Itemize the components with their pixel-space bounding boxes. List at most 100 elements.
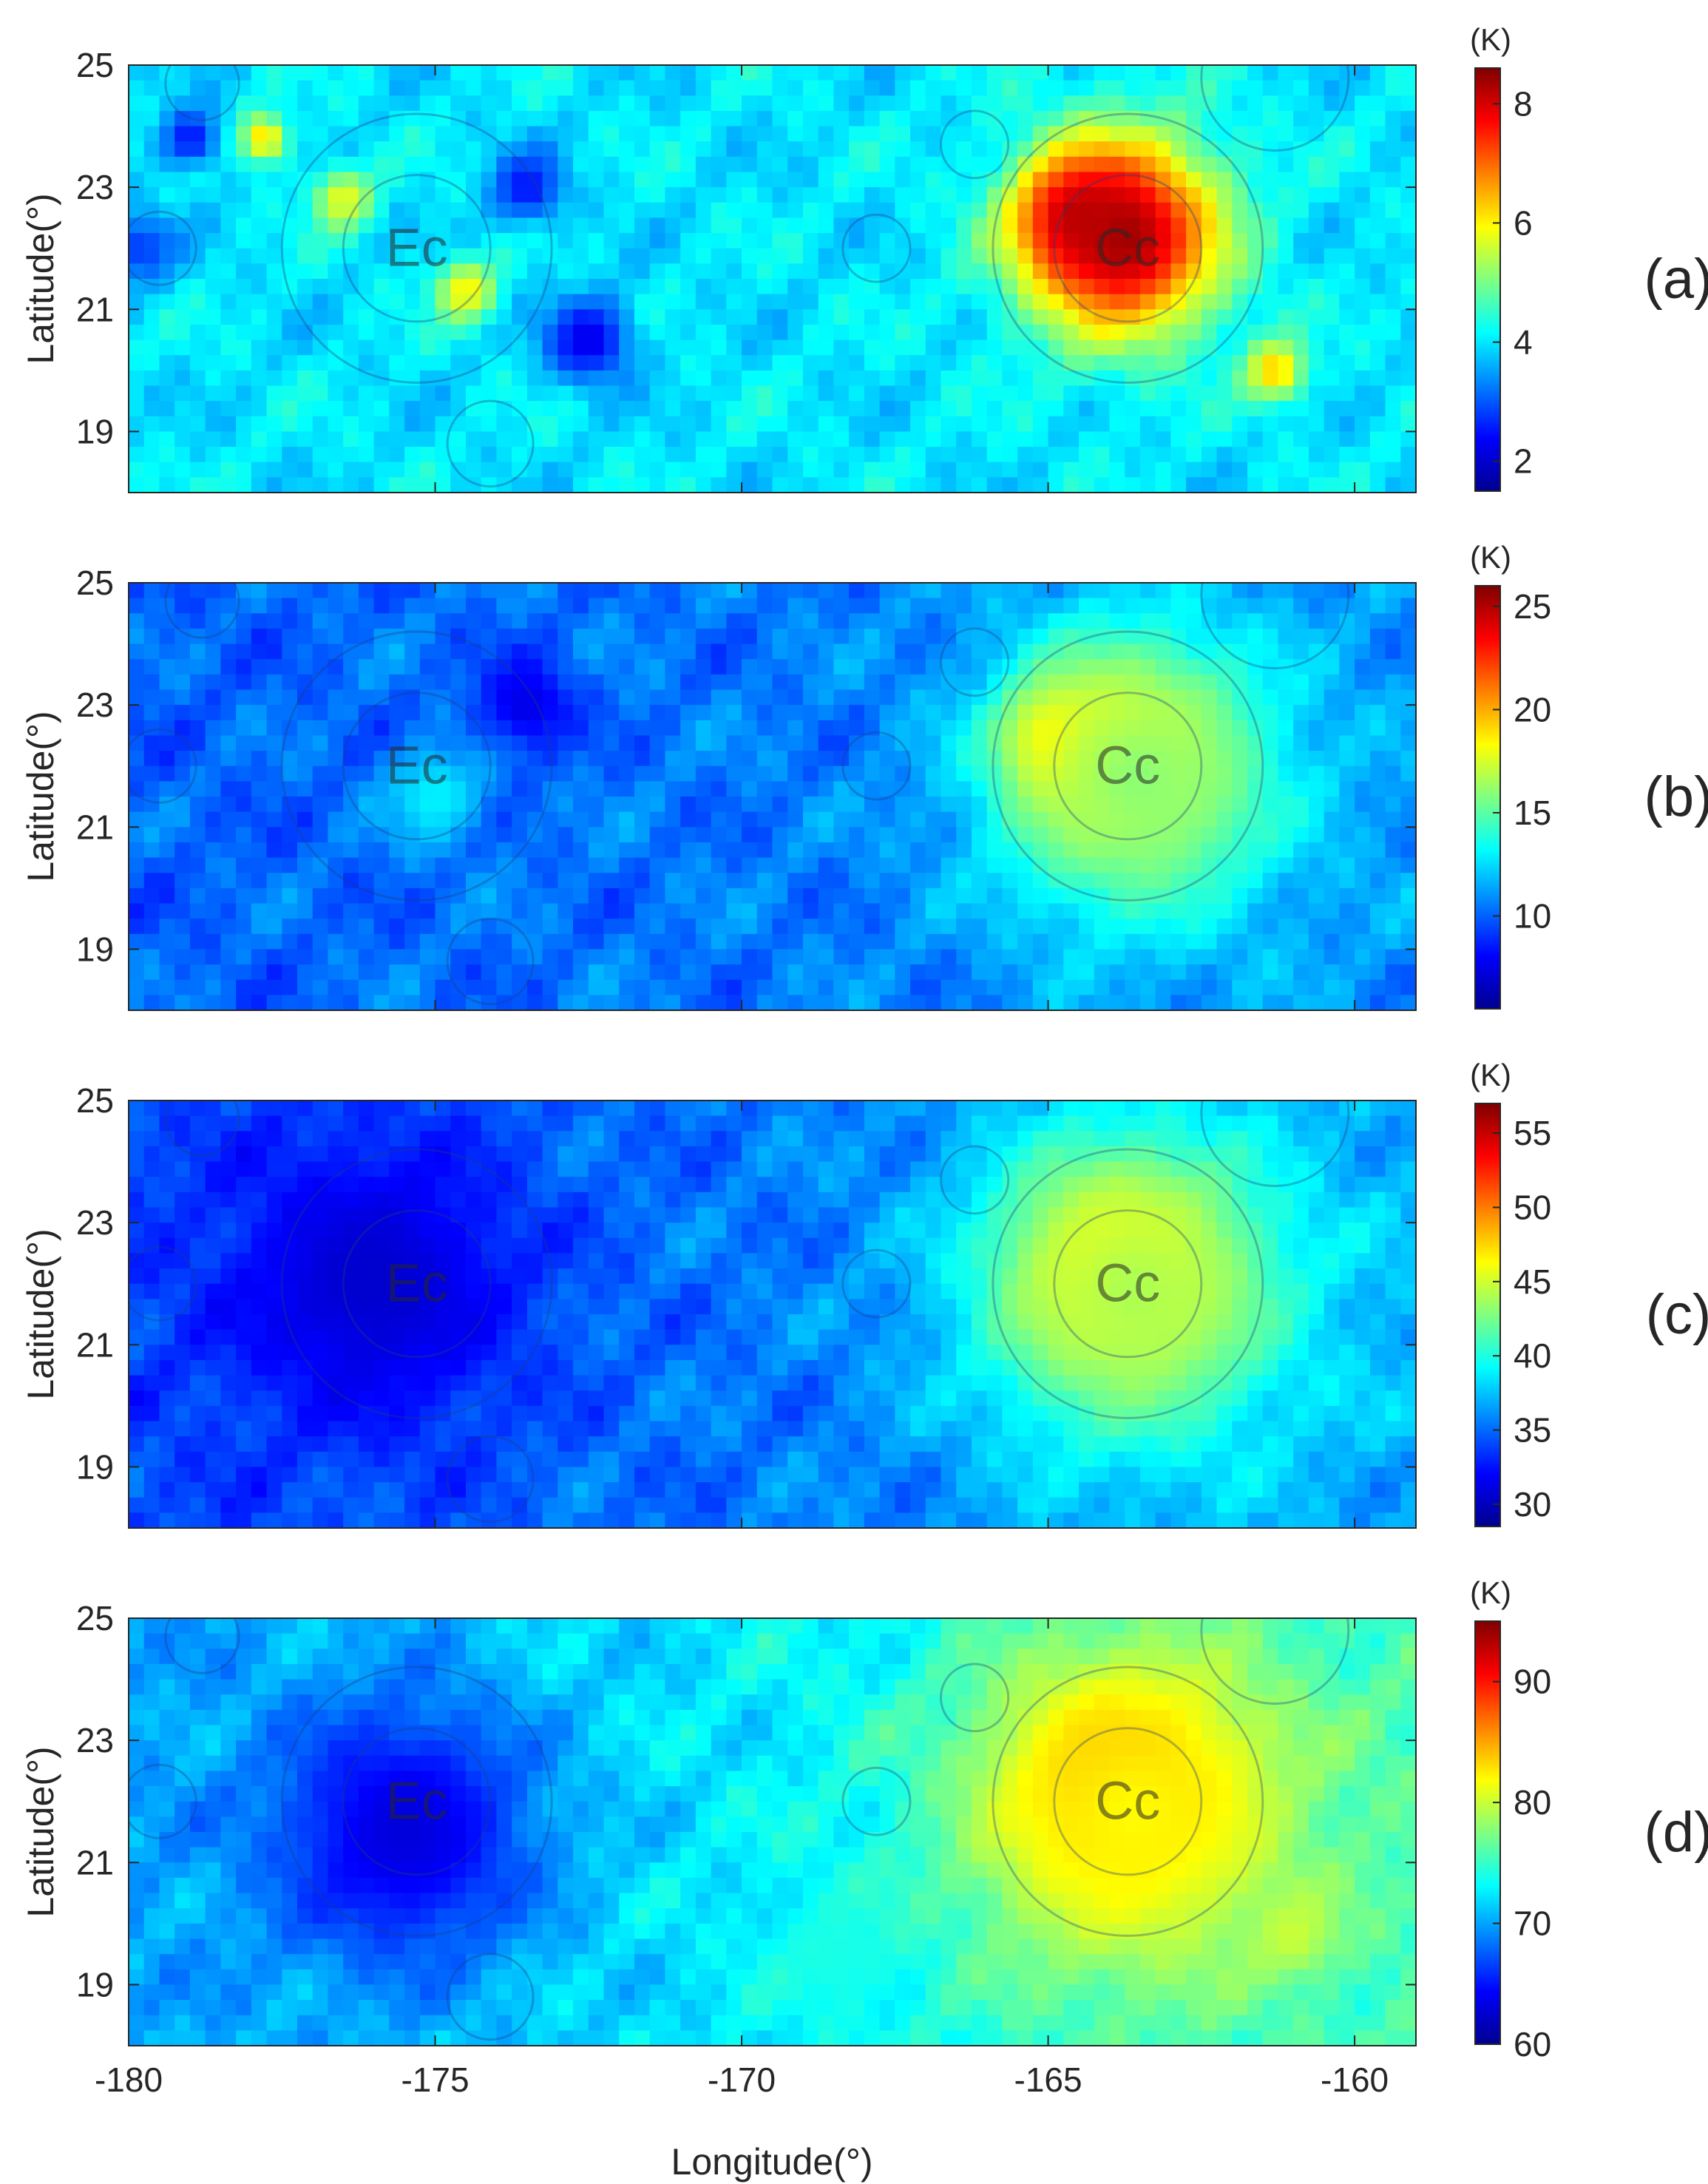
heatmap-cell — [756, 141, 773, 158]
heatmap-cell — [1293, 735, 1309, 751]
heatmap-cell — [1155, 659, 1171, 675]
heatmap-cell — [1247, 949, 1264, 965]
heatmap-cell — [465, 598, 482, 614]
heatmap-cell — [971, 263, 988, 280]
heatmap-cell — [772, 643, 788, 660]
heatmap-cell — [512, 751, 528, 767]
heatmap-cell — [1094, 842, 1111, 859]
heatmap-cell — [1017, 156, 1034, 173]
heatmap-cell — [312, 797, 329, 813]
heatmap-cell — [1139, 294, 1156, 310]
heatmap-cell — [864, 933, 881, 950]
heatmap-cell — [404, 263, 421, 280]
heatmap-cell — [895, 811, 911, 828]
heatmap-cell — [1385, 613, 1401, 629]
heatmap-cell — [665, 141, 681, 158]
heatmap-cell — [665, 385, 681, 402]
heatmap-cell — [343, 95, 359, 112]
heatmap-cell — [373, 324, 390, 341]
heatmap-cell — [1186, 781, 1202, 797]
heatmap-cell — [542, 949, 558, 965]
heatmap-cell — [1369, 705, 1386, 721]
heatmap-cell — [296, 964, 314, 981]
heatmap-cell — [1125, 339, 1141, 356]
heatmap-cell — [787, 903, 804, 919]
heatmap-cell — [1048, 705, 1064, 721]
heatmap-cell — [802, 689, 819, 706]
heatmap-cell — [711, 65, 727, 81]
heatmap-cell — [512, 613, 528, 629]
heatmap-cell — [1017, 613, 1034, 629]
heatmap-cell — [849, 873, 865, 889]
heatmap-cell — [680, 811, 697, 828]
heatmap-cell — [1186, 248, 1202, 264]
heatmap-cell — [404, 903, 421, 919]
heatmap-cell — [879, 324, 895, 341]
heatmap-cell — [419, 903, 436, 919]
heatmap-cell — [1355, 873, 1371, 889]
heatmap-cell — [925, 172, 942, 188]
heatmap-cell — [603, 477, 620, 493]
heatmap-cell — [159, 781, 175, 797]
heatmap-cell — [573, 447, 589, 463]
heatmap-cell — [481, 248, 498, 264]
heatmap-cell — [1048, 659, 1064, 675]
heatmap-cell — [1247, 643, 1264, 660]
heatmap-cell — [1400, 416, 1416, 433]
heatmap-cell — [603, 995, 620, 1010]
heatmap-cell — [711, 933, 727, 950]
heatmap-cell — [1170, 903, 1187, 919]
heatmap-cell — [833, 80, 850, 96]
heatmap-cell — [450, 462, 467, 478]
heatmap-cell — [159, 294, 175, 310]
heatmap-cell — [895, 110, 911, 127]
crater-label: Cc — [1095, 219, 1160, 278]
heatmap-cell — [588, 217, 605, 234]
heatmap-cell — [634, 172, 651, 188]
heatmap-cell — [1369, 765, 1386, 782]
heatmap-cell — [1232, 447, 1248, 463]
heatmap-cell — [1278, 873, 1294, 889]
heatmap-cell — [174, 355, 191, 371]
heatmap-cell — [358, 95, 375, 112]
heatmap-cell — [895, 324, 911, 341]
heatmap-cell — [849, 401, 865, 417]
heatmap-cell — [343, 583, 359, 599]
heatmap-cell — [389, 811, 405, 828]
heatmap-cell — [159, 416, 175, 433]
heatmap-cell — [573, 385, 589, 402]
heatmap-cell — [1109, 279, 1125, 295]
heatmap-cell — [159, 949, 175, 965]
heatmap-cell — [373, 903, 390, 919]
heatmap-cell — [1032, 689, 1049, 706]
heatmap-cell — [1094, 416, 1111, 433]
heatmap-cell — [711, 156, 727, 173]
heatmap-cell — [925, 477, 942, 493]
colorbar — [1474, 67, 1501, 492]
heatmap-cell — [895, 949, 911, 965]
heatmap-cell — [695, 919, 712, 935]
heatmap-cell — [802, 263, 819, 280]
heatmap-cell — [849, 888, 865, 905]
heatmap-cell — [1293, 827, 1309, 843]
heatmap-cell — [1155, 1115, 1171, 1132]
heatmap-cell — [1048, 751, 1064, 767]
heatmap-cell — [772, 797, 788, 813]
heatmap-cell — [526, 126, 543, 142]
heatmap-cell — [787, 233, 804, 249]
heatmap-cell — [435, 279, 451, 295]
heatmap-cell — [802, 355, 819, 371]
heatmap-cell — [496, 370, 512, 387]
heatmap-cell — [1109, 80, 1125, 96]
heatmap-cell — [1094, 324, 1111, 341]
heatmap-cell — [910, 842, 926, 859]
heatmap-cell — [282, 583, 298, 599]
heatmap-cell — [1048, 674, 1064, 691]
heatmap-cell — [419, 65, 436, 81]
heatmap-cell — [864, 187, 881, 203]
heatmap-cell — [1048, 248, 1064, 264]
heatmap-cell — [756, 720, 773, 737]
heatmap-cell — [512, 1115, 528, 1132]
heatmap-cell — [1262, 462, 1279, 478]
heatmap-cell — [1216, 598, 1233, 614]
